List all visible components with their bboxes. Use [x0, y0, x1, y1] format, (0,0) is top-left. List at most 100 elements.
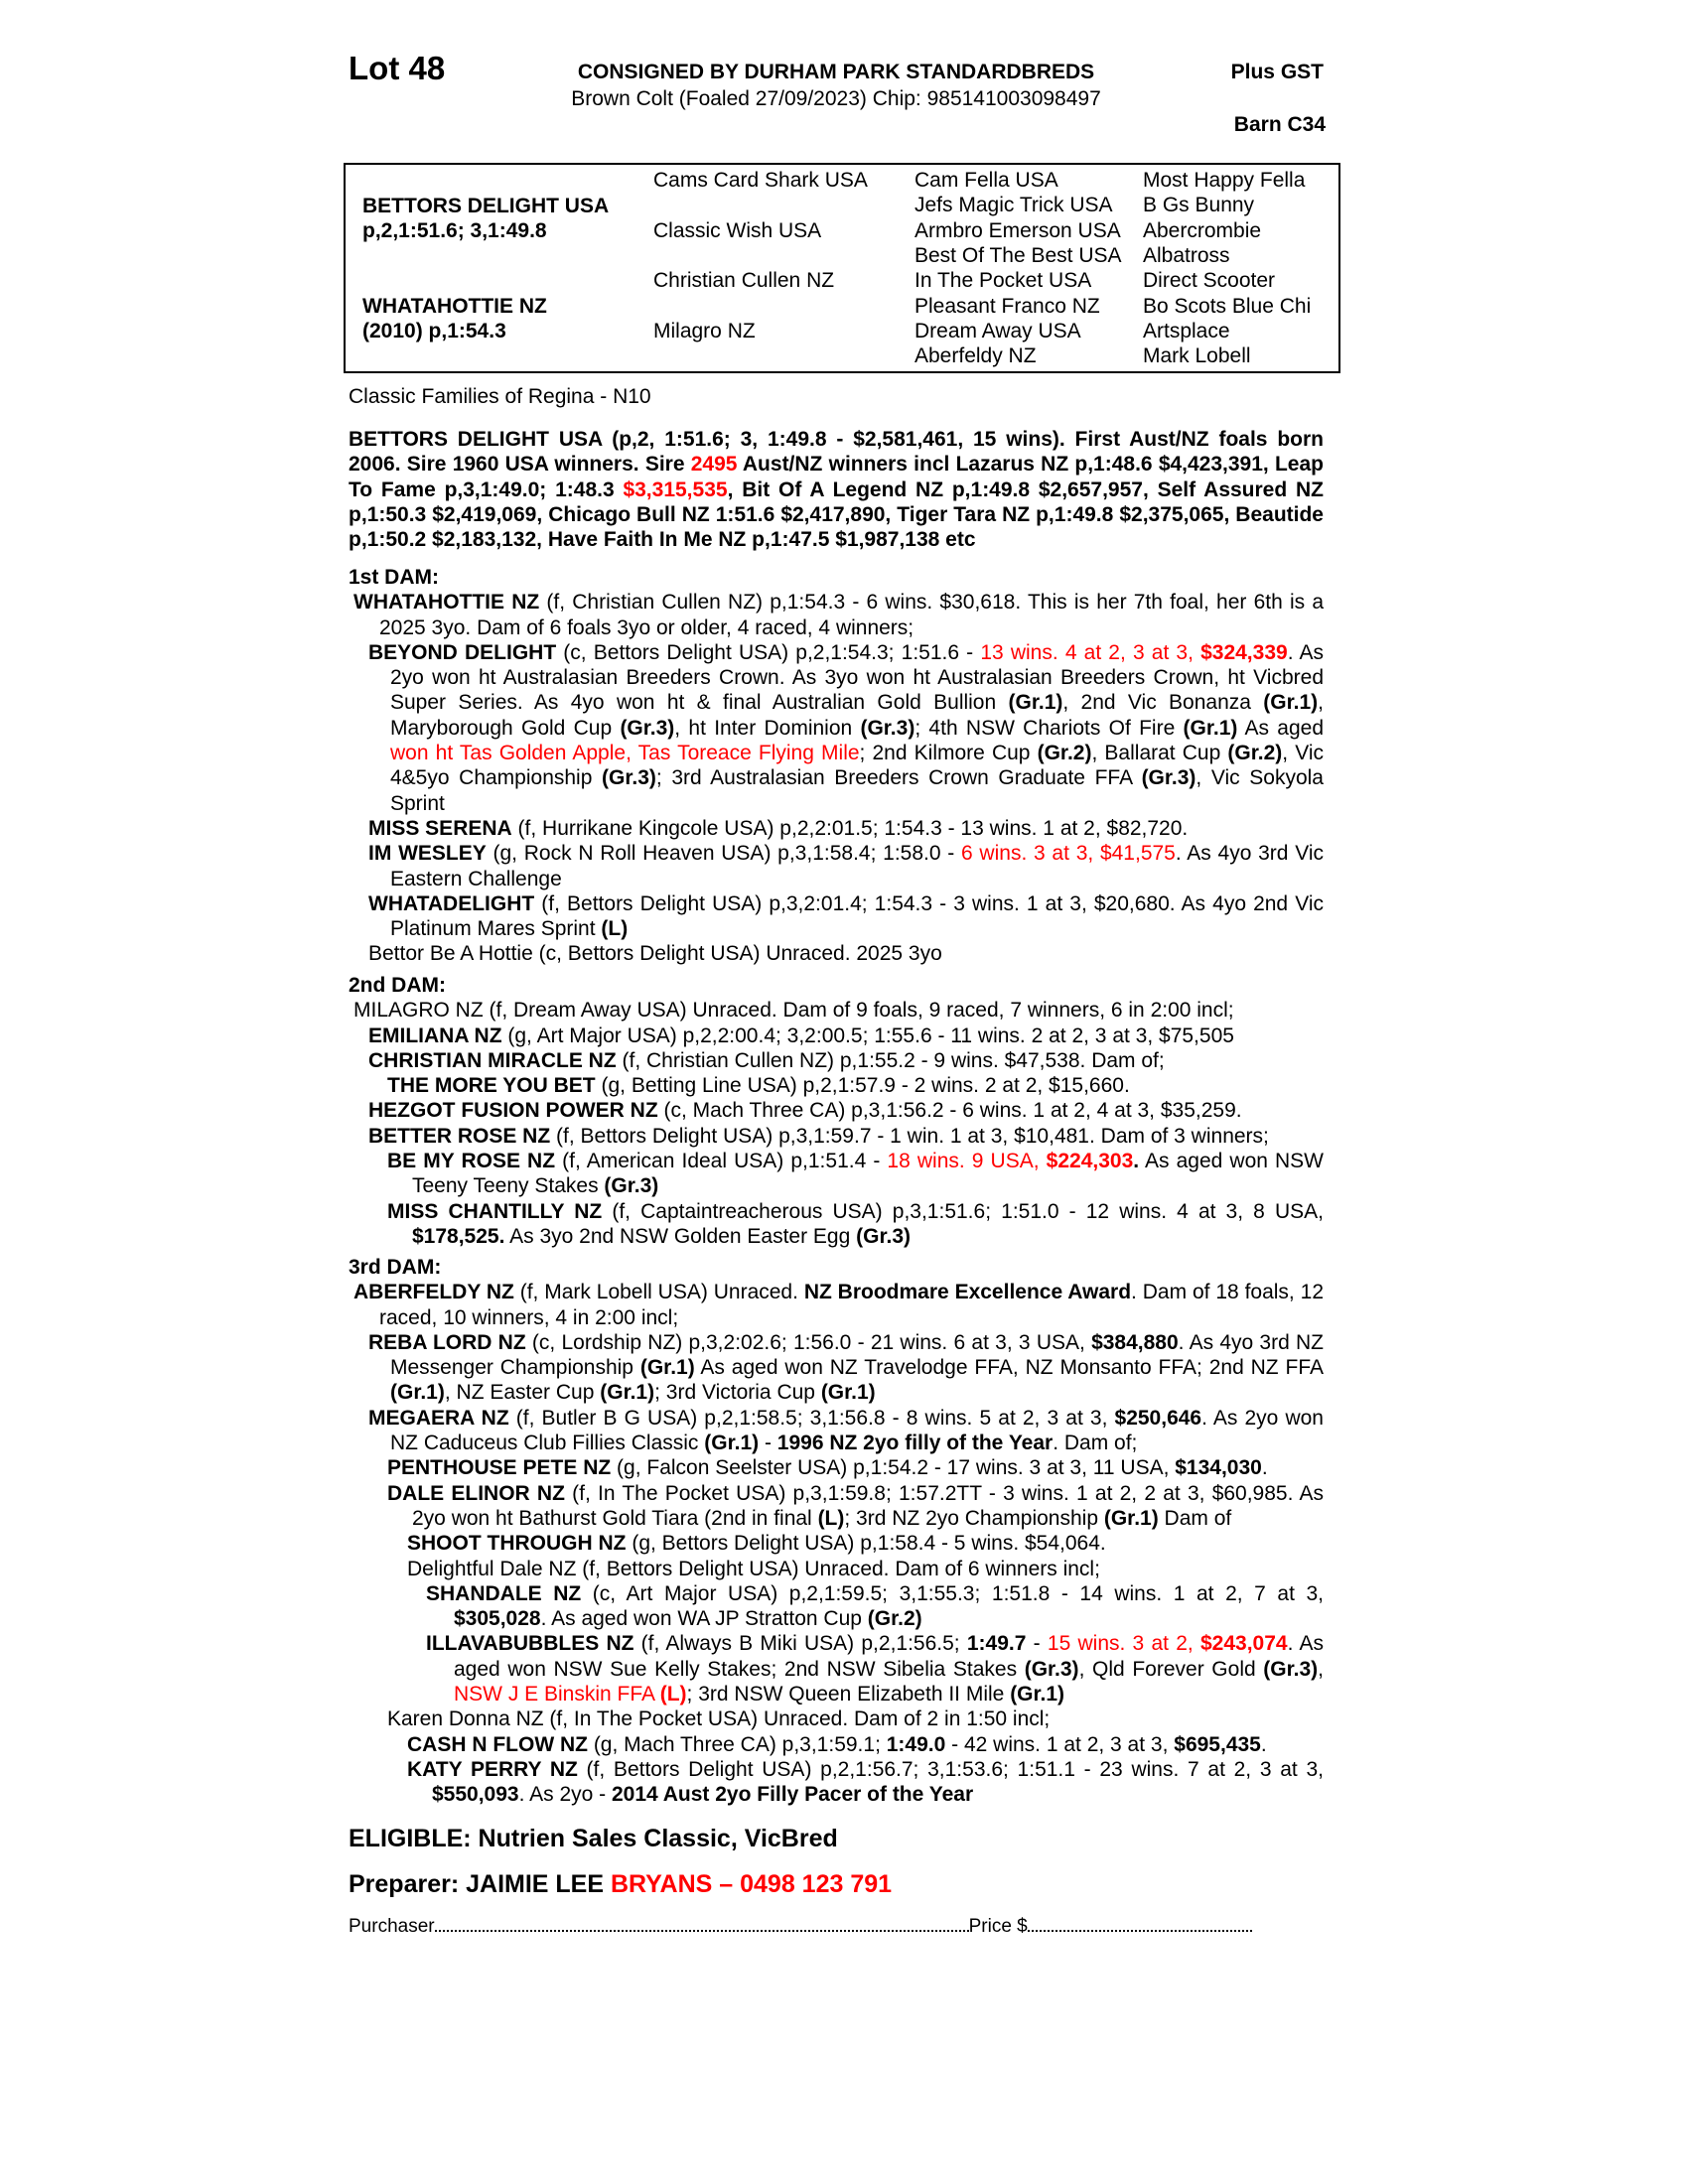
great-great-grandparent: Most Happy Fella — [1143, 169, 1306, 192]
text: . — [1260, 1732, 1267, 1756]
barn-number: Barn C34 — [1233, 113, 1326, 136]
text: - — [759, 1432, 777, 1455]
bold-text: NZ Broodmare Excellence Award — [803, 1281, 1132, 1304]
text: (c, Bettors Delight USA) p,2,1:54.3; 1:5… — [556, 640, 981, 664]
dam-record: (2010) p,1:54.3 — [362, 320, 506, 342]
purchase-line: Purchaser Price $ — [349, 1916, 1252, 1938]
grandparent: Milagro NZ — [653, 319, 756, 342]
bold-text: MISS SERENA — [368, 816, 512, 840]
bold-text: (Gr.1) — [639, 1356, 695, 1380]
highlight-text: $243,074 — [1199, 1632, 1288, 1656]
bold-text: (Gr.1) — [1103, 1506, 1159, 1530]
sire-record: p,2,1:51.6; 3,1:49.8 — [362, 219, 547, 242]
great-great-grandparent: Abercrombie — [1143, 218, 1262, 242]
bold-text: REBA LORD NZ — [368, 1330, 526, 1354]
progeny-entry: DALE ELINOR NZ (f, In The Pocket USA) p,… — [349, 1481, 1324, 1532]
text: (f, Bettors Delight USA) p,2,1:56.7; 3,1… — [577, 1757, 1324, 1781]
progeny-entry: SHOOT THROUGH NZ (g, Bettors Delight USA… — [349, 1531, 1324, 1556]
progeny-entry: Delightful Dale NZ (f, Bettors Delight U… — [349, 1557, 1324, 1581]
bold-text: $550,093 — [432, 1783, 519, 1807]
text: (g, Betting Line USA) p,2,1:57.9 - 2 win… — [595, 1074, 1130, 1098]
bold-text: HEZGOT FUSION POWER NZ — [368, 1099, 658, 1123]
highlight-text: NSW J E Binskin FFA — [454, 1683, 660, 1706]
price-field[interactable] — [1027, 1916, 1252, 1932]
bold-text: Aust/NZ winners incl Lazarus NZ p,1:48.6… — [349, 453, 1324, 501]
dam-heading: 2nd DAM: — [349, 974, 446, 997]
bold-text: 1996 NZ 2yo filly of the Year — [776, 1432, 1054, 1455]
text: (g, Mach Three CA) p,3,1:59.1; — [587, 1732, 887, 1756]
text: (f, In The Pocket USA) p,3,1:59.8; 1:57.… — [412, 1481, 1324, 1530]
progeny-entry: CASH N FLOW NZ (g, Mach Three CA) p,3,1:… — [349, 1732, 1324, 1757]
text: As aged won NZ Travelodge FFA, NZ Monsan… — [694, 1356, 1324, 1380]
text: , NZ Easter Cup — [444, 1381, 601, 1405]
text: . As 2yo won ht Australasian Breeders Cr… — [390, 640, 1325, 715]
bold-text: BETTER ROSE NZ — [368, 1124, 551, 1148]
consignor: CONSIGNED BY DURHAM PARK STANDARDBREDS — [577, 61, 1095, 83]
text: . Dam of 18 foals, 12 raced, 10 winners,… — [379, 1281, 1324, 1329]
text: ; 4th NSW Chariots Of Fire — [914, 716, 1184, 740]
highlight-text: 15 wins. 3 at 2, — [1047, 1632, 1200, 1656]
text: (f, Butler B G USA) p,2,1:58.5; 3,1:56.8… — [508, 1406, 1115, 1430]
text: (c, Lordship NZ) p,3,2:02.6; 1:56.0 - 21… — [525, 1330, 1092, 1354]
purchaser-field[interactable] — [434, 1916, 969, 1932]
text: . Dam of; — [1053, 1432, 1138, 1455]
bold-text: $250,646 — [1114, 1406, 1202, 1430]
progeny-entry: IM WESLEY (g, Rock N Roll Heaven USA) p,… — [349, 841, 1324, 891]
bold-text: BETTORS DELIGHT USA (p,2, 1:51.6; 3, 1:4… — [349, 428, 1324, 477]
bold-text: WHATAHOTTIE NZ — [353, 591, 540, 614]
preparer-label: Preparer: JAIMIE LEE — [349, 1870, 611, 1898]
bold-text: (Gr.3) — [860, 716, 915, 740]
great-grandparent: Cam Fella USA — [914, 169, 1058, 192]
great-grandparent: Best Of The Best USA — [914, 243, 1122, 267]
great-grandparent: Dream Away USA — [914, 319, 1081, 342]
first-dam-section: 1st DAM: WHATAHOTTIE NZ (f, Christian Cul… — [349, 565, 1324, 967]
grandparent: Cams Card Shark USA — [653, 169, 868, 192]
grandparent: Christian Cullen NZ — [653, 269, 835, 293]
text: (g, Art Major USA) p,2,2:00.4; 3,2:00.5;… — [501, 1024, 1234, 1047]
great-great-grandparent: Albatross — [1143, 243, 1230, 267]
text: (f, American Ideal USA) p,1:51.4 - — [555, 1150, 888, 1173]
bold-text: $178,525. — [412, 1224, 505, 1248]
text: . As 2yo won NZ Caduceus Club Fillies Cl… — [390, 1406, 1324, 1455]
progeny-entry: MILAGRO NZ (f, Dream Away USA) Unraced. … — [349, 998, 1324, 1023]
text: Bettor Be A Hottie (c, Bettors Delight U… — [368, 942, 942, 966]
text: (g, Falcon Seelster USA) p,1:54.2 - 17 w… — [611, 1456, 1176, 1480]
bold-text: WHATADELIGHT — [368, 891, 535, 915]
bold-text: (Gr.1) — [1183, 716, 1238, 740]
sire-summary: BETTORS DELIGHT USA (p,2, 1:51.6; 3, 1:4… — [349, 427, 1324, 552]
great-great-grandparent: Direct Scooter — [1143, 269, 1276, 293]
text: Dam of — [1158, 1506, 1232, 1530]
bold-text: CASH N FLOW NZ — [407, 1732, 588, 1756]
progeny-entry: CHRISTIAN MIRACLE NZ (f, Christian Culle… — [349, 1048, 1324, 1073]
progeny-entry: SHANDALE NZ (c, Art Major USA) p,2,1:59.… — [349, 1581, 1324, 1632]
text: (f, Captaintreacherous USA) p,3,1:51.6; … — [602, 1199, 1324, 1223]
great-grandparent: Armbro Emerson USA — [914, 218, 1121, 242]
progeny-entry: THE MORE YOU BET (g, Betting Line USA) p… — [349, 1073, 1324, 1098]
text: , Maryborough Gold Cup — [390, 691, 1324, 740]
text: (f, Bettors Delight USA) p,3,1:59.7 - 1 … — [550, 1124, 1269, 1148]
highlight-text: $324,339 — [1200, 640, 1288, 664]
text: (g, Bettors Delight USA) p,1:58.4 - 5 wi… — [626, 1532, 1106, 1556]
bold-text: (Gr.2) — [867, 1607, 922, 1631]
great-grandparent: Aberfeldy NZ — [914, 344, 1037, 368]
progeny-entry: BETTER ROSE NZ (f, Bettors Delight USA) … — [349, 1124, 1324, 1149]
great-grandparent: In The Pocket USA — [914, 269, 1092, 293]
text: (g, Rock N Roll Heaven USA) p,3,1:58.4; … — [486, 842, 962, 866]
preparer: Preparer: JAIMIE LEE BRYANS – 0498 123 7… — [349, 1870, 892, 1899]
highlight-text: 2495 — [690, 453, 738, 477]
bold-text: DALE ELINOR NZ — [387, 1481, 565, 1505]
progeny-entry: EMILIANA NZ (g, Art Major USA) p,2,2:00.… — [349, 1024, 1324, 1048]
lot-number: Lot 48 — [349, 50, 446, 86]
family-line: Classic Families of Regina - N10 — [349, 385, 651, 408]
text: , Vic 4&5yo Championship — [390, 742, 1324, 790]
text: ; 3rd Australasian Breeders Crown Gradua… — [655, 766, 1142, 790]
bold-text: MISS CHANTILLY NZ — [387, 1199, 603, 1223]
bold-text: $134,030 — [1175, 1456, 1262, 1480]
progeny-entry: ABERFELDY NZ (f, Mark Lobell USA) Unrace… — [349, 1280, 1324, 1330]
bold-text: CHRISTIAN MIRACLE NZ — [368, 1048, 617, 1072]
price-label: Price $ — [968, 1916, 1028, 1937]
progeny-entry: Karen Donna NZ (f, In The Pocket USA) Un… — [349, 1706, 1324, 1731]
text: (f, Christian Cullen NZ) p,1:54.3 - 6 wi… — [379, 591, 1324, 639]
bold-text: (Gr.1) — [820, 1381, 876, 1405]
progeny-entry: BEYOND DELIGHT (c, Bettors Delight USA) … — [349, 640, 1324, 816]
